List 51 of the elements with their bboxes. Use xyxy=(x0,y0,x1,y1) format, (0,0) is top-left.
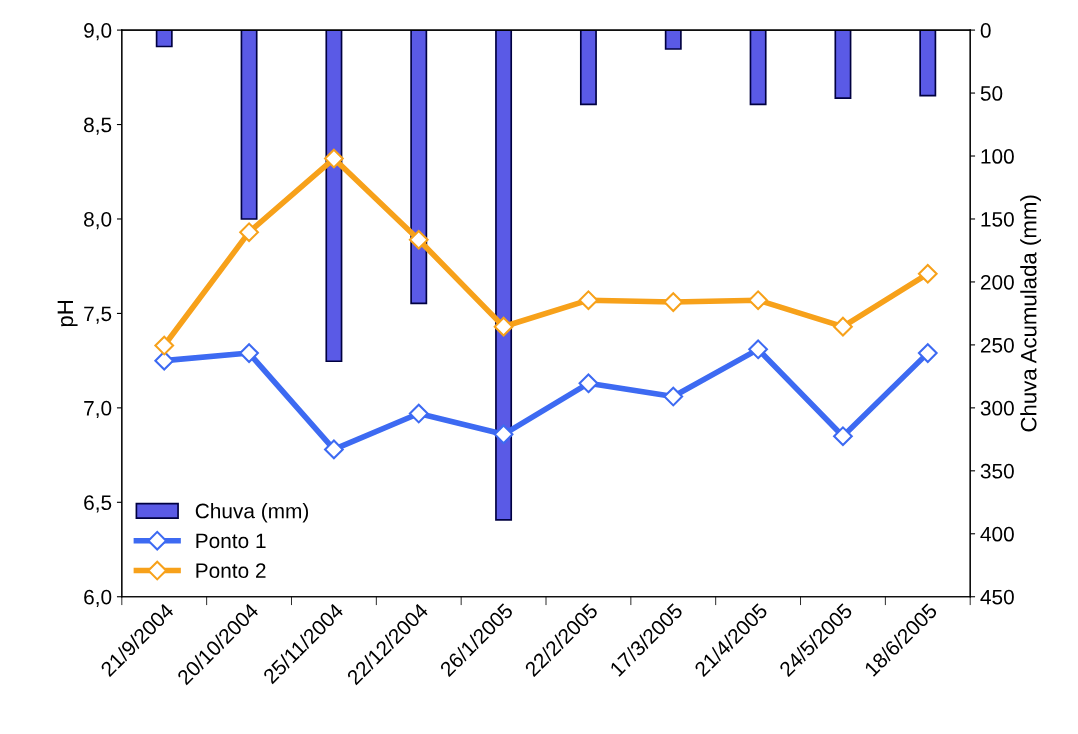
point xyxy=(324,439,344,460)
y2-tick-label: 100 xyxy=(981,149,1014,164)
y-axis-title: pH xyxy=(57,301,78,327)
y-tick-label: 7,5 xyxy=(84,306,112,324)
point xyxy=(324,148,344,169)
point xyxy=(493,316,514,337)
bar xyxy=(495,30,513,521)
bar xyxy=(919,30,937,97)
bar xyxy=(325,30,343,363)
legend-label: Chuva (mm) xyxy=(195,503,309,523)
point xyxy=(578,373,599,394)
y2-tick-label: 200 xyxy=(980,274,1014,290)
y-tick-label: 6,5 xyxy=(84,495,112,513)
bar xyxy=(579,30,597,106)
y2-tick-label: 450 xyxy=(980,589,1014,605)
y2-axis-title: Chuva Acumulada (mm) xyxy=(1020,195,1041,432)
y2-tick-label: 350 xyxy=(980,463,1014,479)
point xyxy=(239,343,259,363)
point xyxy=(833,316,853,337)
point xyxy=(154,350,175,371)
legend-label: Ponto 1 xyxy=(196,533,266,549)
y2-tick-label: 400 xyxy=(980,526,1014,542)
point xyxy=(154,335,175,356)
y2-tick-label: 300 xyxy=(980,400,1014,416)
point xyxy=(833,426,853,447)
point xyxy=(578,290,599,311)
legend-label: Ponto 2 xyxy=(196,563,266,579)
bar xyxy=(240,30,258,220)
point xyxy=(663,292,684,312)
bar xyxy=(834,30,852,99)
point xyxy=(408,403,429,424)
point xyxy=(663,386,684,407)
point xyxy=(493,424,514,445)
bar xyxy=(749,30,767,106)
y-tick-label: 9,0 xyxy=(84,23,112,41)
y2-tick-label: 250 xyxy=(980,337,1014,353)
point xyxy=(239,222,259,243)
point xyxy=(748,339,768,360)
point xyxy=(917,263,938,284)
y-tick-label: 8,5 xyxy=(84,117,112,135)
y-tick-label: 7,0 xyxy=(84,400,112,419)
y-tick-label: 8,0 xyxy=(84,211,112,230)
point xyxy=(408,229,429,250)
point xyxy=(748,290,768,311)
bar xyxy=(410,30,428,305)
y2-tick-label: 50 xyxy=(980,86,1003,101)
y2-tick-label: 0 xyxy=(980,23,991,38)
y2-tick-label: 150 xyxy=(981,211,1014,227)
point xyxy=(917,343,938,363)
bar xyxy=(664,30,682,50)
bar xyxy=(155,30,173,48)
